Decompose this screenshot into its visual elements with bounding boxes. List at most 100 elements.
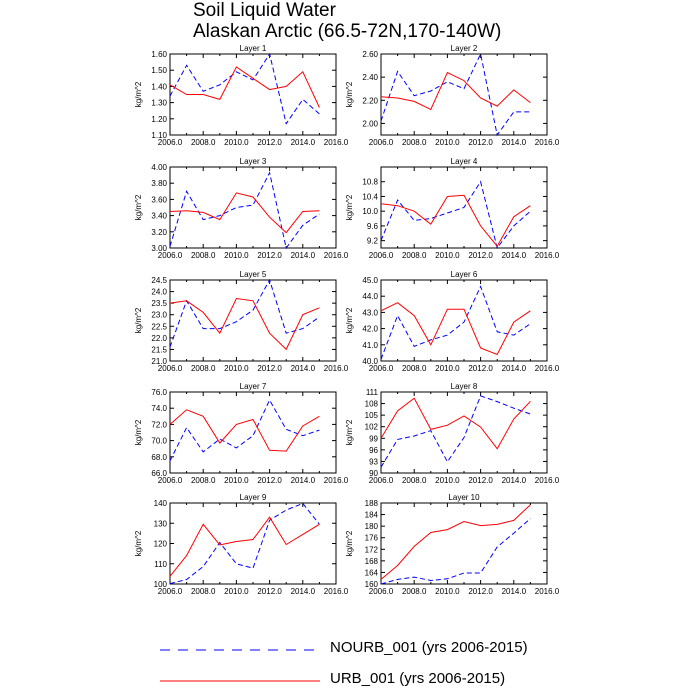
x-tick-label: 2014.0 bbox=[502, 587, 527, 596]
y-tick-label: 90 bbox=[369, 469, 378, 478]
x-tick-label: 2010.0 bbox=[224, 138, 249, 147]
series-line-urb-001 bbox=[169, 409, 320, 452]
y-tick-label: 74.0 bbox=[151, 404, 167, 413]
x-tick-label: 2010.0 bbox=[224, 364, 249, 373]
x-tick-label: 2012.0 bbox=[257, 587, 282, 596]
y-tick-label: 24.5 bbox=[151, 276, 167, 285]
x-tick-label: 2006.0 bbox=[369, 138, 394, 147]
y-tick-label: 22.0 bbox=[151, 334, 167, 343]
y-tick-label: 3.80 bbox=[151, 179, 167, 188]
x-tick-label: 2014.0 bbox=[502, 364, 527, 373]
y-tick-label: 70.0 bbox=[151, 437, 167, 446]
y-tick-label: 66.0 bbox=[151, 469, 167, 478]
x-tick-label: 2012.0 bbox=[468, 587, 493, 596]
x-tick-label: 2012.0 bbox=[257, 476, 282, 485]
panel-title: Layer 3 bbox=[240, 157, 267, 166]
panel-title: Layer 8 bbox=[451, 382, 478, 391]
x-tick-label: 2006.0 bbox=[369, 364, 394, 373]
x-tick-label: 2014.0 bbox=[502, 476, 527, 485]
y-tick-label: 108 bbox=[365, 400, 379, 409]
y-tick-label: 23.5 bbox=[151, 299, 167, 308]
chart-panel-9: Layer 9 kg/m^2 2006.0 2008.0 2010.0 2012.0 201… bbox=[134, 493, 349, 596]
series-line-nourb-001 bbox=[380, 285, 531, 360]
x-tick-label: 2016.0 bbox=[324, 476, 349, 485]
plot-frame bbox=[380, 279, 548, 362]
plot-frame bbox=[169, 502, 337, 585]
series-line-urb-001 bbox=[169, 297, 320, 351]
y-tick-label: 40.0 bbox=[362, 357, 378, 366]
x-tick-label: 2008.0 bbox=[191, 364, 216, 373]
series-line-urb-001 bbox=[169, 516, 320, 577]
y-tick-label: 10.8 bbox=[362, 178, 378, 187]
y-tick-label: 2.20 bbox=[362, 96, 378, 105]
x-tick-label: 2012.0 bbox=[257, 364, 282, 373]
x-tick-label: 2012.0 bbox=[468, 364, 493, 373]
x-tick-label: 2008.0 bbox=[402, 364, 427, 373]
y-tick-label: 42.0 bbox=[362, 325, 378, 334]
legend-line-solid-icon bbox=[160, 680, 320, 682]
chart-panel-4: Layer 4 kg/m^2 2006.0 2008.0 2010.0 2012.0 201… bbox=[345, 157, 560, 260]
y-tick-label: 110 bbox=[154, 560, 167, 569]
y-tick-label: 176 bbox=[365, 534, 379, 543]
x-tick-label: 2010.0 bbox=[435, 364, 460, 373]
figure-title: Soil Liquid Water bbox=[193, 0, 336, 21]
panel-title: Layer 4 bbox=[451, 157, 478, 166]
y-tick-label: 10.4 bbox=[362, 192, 378, 201]
y-tick-label: 180 bbox=[365, 522, 379, 531]
y-tick-label: 100 bbox=[154, 580, 168, 589]
x-tick-label: 2010.0 bbox=[435, 251, 460, 260]
y-tick-label: 168 bbox=[365, 557, 379, 566]
x-tick-label: 2016.0 bbox=[535, 251, 560, 260]
chart-panel-7: Layer 7 kg/m^2 2006.0 2008.0 2010.0 2012.0 201… bbox=[134, 382, 349, 485]
y-tick-label: 120 bbox=[154, 540, 168, 549]
x-tick-label: 2012.0 bbox=[257, 251, 282, 260]
chart-panel-5: Layer 5 kg/m^2 2006.0 2008.0 2010.0 2012.0 201… bbox=[134, 270, 349, 373]
x-tick-label: 2006.0 bbox=[369, 476, 394, 485]
y-tick-label: 1.20 bbox=[151, 115, 167, 124]
series-line-nourb-001 bbox=[169, 52, 320, 125]
y-tick-label: 44.0 bbox=[362, 292, 378, 301]
x-tick-label: 2008.0 bbox=[191, 476, 216, 485]
y-tick-label: 184 bbox=[365, 511, 379, 520]
x-tick-label: 2010.0 bbox=[435, 476, 460, 485]
x-tick-label: 2010.0 bbox=[435, 138, 460, 147]
y-tick-label: 10.0 bbox=[362, 207, 378, 216]
y-tick-label: 164 bbox=[365, 568, 379, 577]
x-tick-label: 2006.0 bbox=[369, 587, 394, 596]
x-tick-label: 2010.0 bbox=[224, 251, 249, 260]
y-tick-label: 45.0 bbox=[362, 276, 378, 285]
y-axis-label: kg/m^2 bbox=[134, 530, 143, 556]
x-tick-label: 2010.0 bbox=[224, 587, 249, 596]
series-line-urb-001 bbox=[380, 397, 531, 450]
y-axis-label: kg/m^2 bbox=[134, 81, 143, 107]
y-tick-label: 1.60 bbox=[151, 50, 167, 59]
y-tick-label: 172 bbox=[365, 545, 379, 554]
y-tick-label: 43.0 bbox=[362, 308, 378, 317]
y-tick-label: 2.40 bbox=[362, 73, 378, 82]
series-line-nourb-001 bbox=[169, 502, 320, 585]
x-tick-label: 2012.0 bbox=[257, 138, 282, 147]
legend-label-nourb: NOURB_001 (yrs 2006-2015) bbox=[330, 639, 528, 656]
x-tick-label: 2014.0 bbox=[291, 476, 316, 485]
x-tick-label: 2016.0 bbox=[535, 476, 560, 485]
panel-title: Layer 5 bbox=[240, 270, 267, 279]
x-tick-label: 2014.0 bbox=[502, 138, 527, 147]
x-tick-label: 2016.0 bbox=[535, 138, 560, 147]
plot-frame bbox=[169, 279, 337, 362]
x-tick-label: 2006.0 bbox=[369, 251, 394, 260]
y-tick-label: 9.6 bbox=[367, 222, 379, 231]
series-line-nourb-001 bbox=[380, 518, 531, 585]
y-axis-label: kg/m^2 bbox=[345, 530, 354, 556]
y-tick-label: 96 bbox=[369, 446, 378, 455]
series-line-nourb-001 bbox=[380, 180, 531, 250]
chart-panel-3: Layer 3 kg/m^2 2006.0 2008.0 2010.0 2012.0 201… bbox=[134, 157, 349, 260]
series-line-nourb-001 bbox=[169, 171, 320, 250]
y-axis-label: kg/m^2 bbox=[345, 81, 354, 107]
x-tick-label: 2008.0 bbox=[402, 138, 427, 147]
y-tick-label: 3.60 bbox=[151, 195, 167, 204]
x-tick-label: 2008.0 bbox=[191, 138, 216, 147]
y-axis-label: kg/m^2 bbox=[345, 419, 354, 445]
x-tick-label: 2006.0 bbox=[158, 587, 183, 596]
y-tick-label: 72.0 bbox=[151, 420, 167, 429]
